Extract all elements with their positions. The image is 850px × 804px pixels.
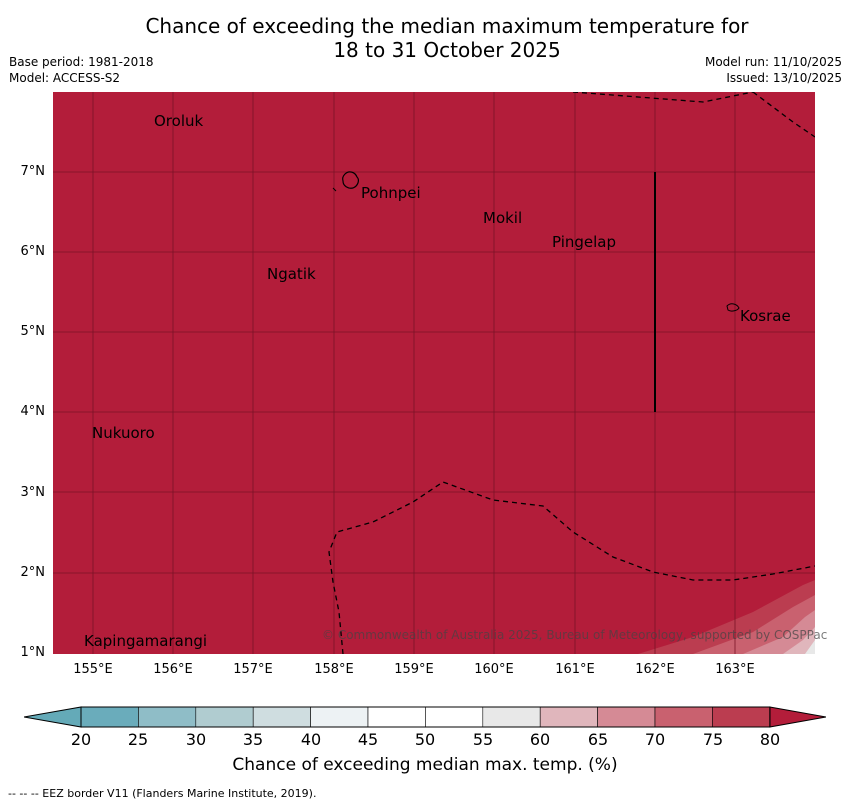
lon-label-163e: 163°E [715, 662, 755, 677]
colorbar-tick-80: 80 [759, 730, 781, 749]
colorbar-segment [425, 706, 484, 728]
colorbar-segment [80, 706, 139, 728]
colorbar-svg [23, 706, 827, 728]
colorbar-tick-35: 35 [242, 730, 264, 749]
colorbar-tick-25: 25 [127, 730, 149, 749]
colorbar-tick-60: 60 [529, 730, 551, 749]
place-mokil: Mokil [483, 209, 523, 227]
islet-mark [332, 187, 337, 192]
meta-left: Base period: 1981-2018 Model: ACCESS-S2 [9, 54, 154, 86]
colorbar-tick-45: 45 [357, 730, 379, 749]
place-oroluk: Oroluk [154, 112, 204, 130]
colorbar-tick-20: 20 [70, 730, 92, 749]
map-area[interactable] [53, 92, 815, 654]
colorbar-tick-75: 75 [702, 730, 724, 749]
band-55 [805, 640, 815, 654]
colorbar-tick-30: 30 [185, 730, 207, 749]
pohnpei-island-shape [342, 171, 359, 189]
title-line-2: 18 to 31 October 2025 [333, 38, 561, 62]
colorbar-segment [195, 706, 254, 728]
colorbar-segment [654, 706, 713, 728]
lat-label-5n: 5°N [20, 324, 46, 339]
meta-right: Model run: 11/10/2025 Issued: 13/10/2025 [705, 54, 842, 86]
place-kosrae: Kosrae [740, 307, 791, 325]
colorbar-segment [252, 706, 311, 728]
lat-label-7n: 7°N [20, 164, 46, 179]
colorbar-tick-55: 55 [472, 730, 494, 749]
colorbar-label: Chance of exceeding median max. temp. (%… [232, 755, 618, 775]
colorbar-segments [23, 706, 827, 728]
place-ngatik: Ngatik [267, 265, 316, 283]
colorbar [23, 706, 827, 734]
place-pingelap: Pingelap [552, 233, 617, 251]
lon-label-156e: 156°E [153, 662, 193, 677]
lat-label-3n: 3°N [20, 485, 46, 500]
issued-text: Issued: 13/10/2025 [726, 71, 842, 85]
lat-label-1n: 1°N [20, 645, 46, 660]
copyright-notice: © Commonwealth of Australia 2025, Bureau… [322, 628, 828, 642]
colorbar-segment [539, 706, 598, 728]
map-canvas [53, 92, 815, 654]
colorbar-segment [367, 706, 426, 728]
lon-label-158e: 158°E [314, 662, 354, 677]
lon-label-155e: 155°E [73, 662, 113, 677]
place-nukuoro: Nukuoro [92, 424, 155, 442]
colorbar-frame [80, 706, 771, 728]
colorbar-tick-40: 40 [300, 730, 322, 749]
base-period-text: Base period: 1981-2018 [9, 55, 154, 69]
colorbar-segment [482, 706, 541, 728]
colorbar-extend-low [23, 706, 82, 728]
band-65 [743, 610, 815, 654]
colorbar-segment [310, 706, 369, 728]
colorbar-segment [597, 706, 656, 728]
kosrae-island-shape [726, 303, 740, 312]
colorbar-segment [138, 706, 197, 728]
lon-label-162e: 162°E [635, 662, 675, 677]
model-run-text: Model run: 11/10/2025 [704, 55, 842, 69]
colorbar-tick-65: 65 [587, 730, 609, 749]
lon-label-161e: 161°E [555, 662, 595, 677]
lon-label-157e: 157°E [233, 662, 273, 677]
eez-footnote: -- -- -- EEZ border V11 (Flanders Marine… [8, 787, 317, 800]
eez-borders [328, 92, 815, 654]
title-line-1: Chance of exceeding the median maximum t… [145, 14, 749, 38]
colorbar-tick-50: 50 [414, 730, 436, 749]
lon-label-159e: 159°E [394, 662, 434, 677]
place-pohnpei: Pohnpei [361, 184, 421, 202]
model-text: Model: ACCESS-S2 [9, 71, 121, 85]
map-title: Chance of exceeding the median maximum t… [0, 14, 850, 62]
colorbar-segment [712, 706, 771, 728]
lat-label-2n: 2°N [20, 565, 46, 580]
probability-fill [53, 92, 815, 654]
lon-label-160e: 160°E [474, 662, 514, 677]
band-60 [783, 627, 815, 654]
colorbar-tick-70: 70 [644, 730, 666, 749]
place-kapingamarangi: Kapingamarangi [84, 632, 208, 650]
lat-label-6n: 6°N [20, 244, 46, 259]
colorbar-extend-high [769, 706, 827, 728]
lat-label-4n: 4°N [20, 404, 46, 419]
